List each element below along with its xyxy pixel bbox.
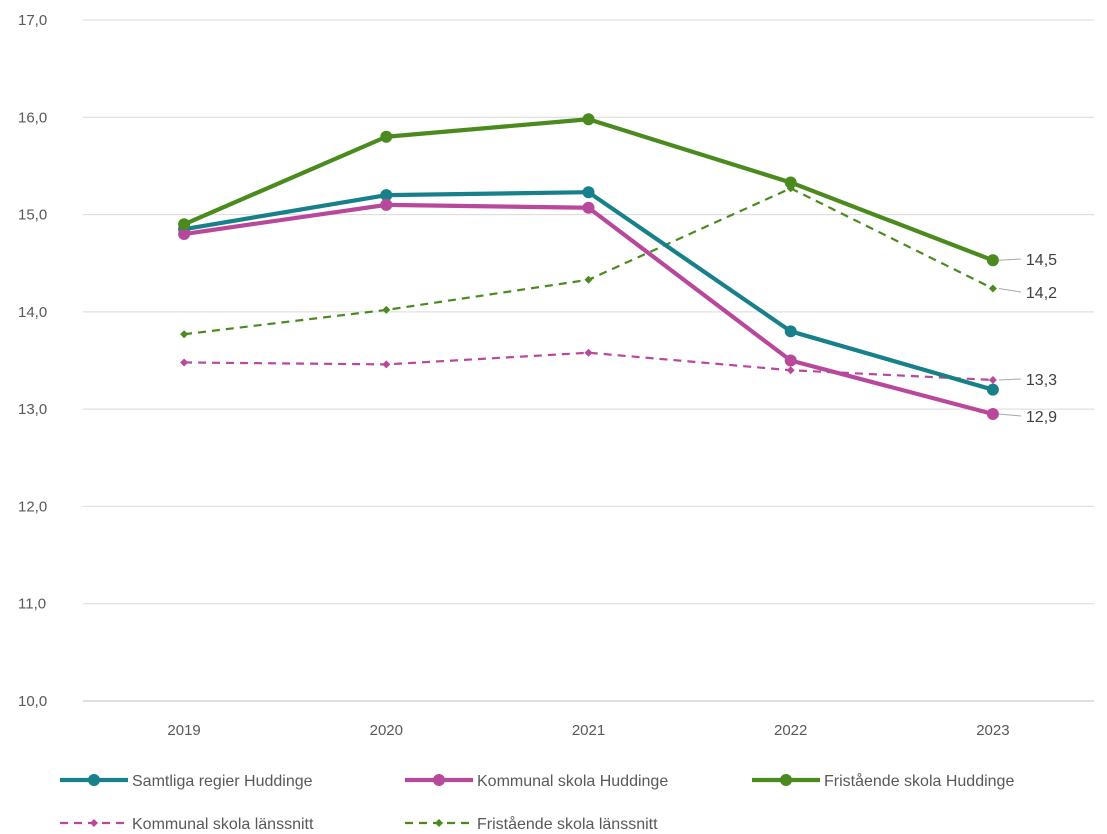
data-point [784,354,797,367]
legend-item: Samtliga regier Huddinge [60,773,313,790]
series-3 [180,348,997,384]
data-point [380,130,393,143]
series-line [184,351,993,382]
data-point [784,325,797,338]
y-tick-label: 16,0 [18,109,47,126]
legend-label: Kommunal skola Huddinge [477,773,668,790]
legend-label: Fristående skola Huddinge [824,772,1014,790]
y-tick-label: 15,0 [18,207,47,224]
leader-line [998,258,1021,261]
y-tick-label: 14,0 [18,304,47,321]
data-label: 12,9 [1026,409,1057,426]
legend-label: Samtliga regier Huddinge [132,773,313,790]
data-point [180,330,189,339]
legend-marker [435,819,443,827]
data-point [382,305,391,314]
x-tick-label: 2020 [370,722,403,739]
x-axis-ticks: 2019 2020 2021 2022 2023 [167,722,1009,739]
grid-lines [83,19,1094,702]
data-point [380,198,393,211]
data-point [180,358,189,367]
data-point [986,408,999,421]
data-label: 14,2 [1026,285,1057,302]
data-point [986,383,999,396]
data-point [584,275,593,284]
legend-item: Fristående skola länssnitt [405,815,658,833]
y-tick-label: 11,0 [18,596,46,613]
series-0 [178,186,999,396]
x-tick-label: 2023 [976,722,1009,739]
data-point [380,189,393,202]
data-point [784,176,797,189]
data-point [786,366,795,375]
data-point [988,375,997,384]
data-point [986,254,999,267]
legend: Samtliga regier Huddinge Kommunal skola H… [60,772,1014,833]
y-tick-label: 10,0 [18,693,47,710]
legend-label: Fristående skola länssnitt [477,815,658,833]
series-1 [178,198,999,421]
legend-item: Fristående skola Huddinge [752,772,1014,790]
data-point [584,348,593,357]
x-tick-label: 2019 [167,722,200,739]
series-line [183,190,994,392]
x-tick-label: 2021 [572,722,605,739]
y-tick-label: 12,0 [18,498,47,515]
x-tick-label: 2022 [774,722,807,739]
legend-item: Kommunal skola länssnitt [60,816,314,833]
data-point [582,113,595,126]
legend-item: Kommunal skola Huddinge [405,773,668,790]
data-point [582,186,595,199]
legend-marker [433,774,445,786]
y-tick-label: 13,0 [18,401,47,418]
legend-marker [90,819,98,827]
end-labels: 12,9 14,5 13,3 14,2 [998,252,1057,426]
legend-marker [780,774,792,786]
leader-line [998,378,1021,381]
data-point [582,201,595,214]
legend-label: Kommunal skola länssnitt [132,816,314,833]
leader-line [998,288,1021,293]
y-axis-ticks: 10,0 11,0 12,0 13,0 14,0 15,0 16,0 17,0 [18,12,47,710]
data-label: 14,5 [1026,252,1057,269]
series-2 [178,113,999,267]
leader-line [998,413,1021,417]
legend-marker [88,774,100,786]
series-group [178,113,999,421]
y-tick-label: 17,0 [18,12,47,29]
data-point [988,284,997,293]
data-point [178,218,191,231]
data-point [178,228,191,241]
data-label: 13,3 [1026,372,1057,389]
data-point [382,360,391,369]
series-line [183,202,994,417]
